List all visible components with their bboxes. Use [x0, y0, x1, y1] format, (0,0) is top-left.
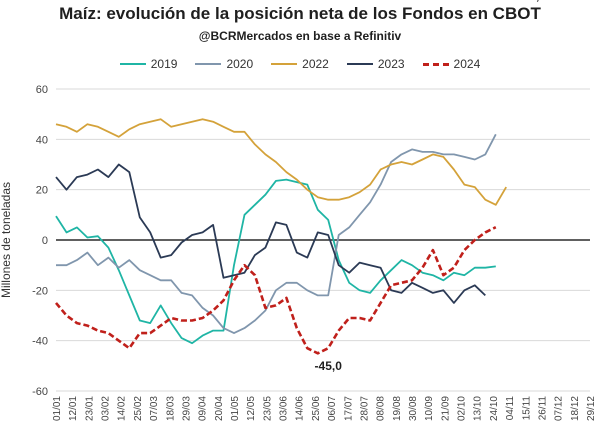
x-tick-label: 18/12 — [570, 396, 581, 421]
series-line-2020 — [56, 133, 497, 335]
y-tick-label: 60 — [36, 84, 48, 96]
legend-swatch-2019 — [119, 63, 146, 65]
legend-label-2022: 2022 — [302, 57, 329, 71]
data-label-2024: -45,0 — [315, 359, 343, 373]
series-line-2022 — [55, 118, 507, 206]
x-tick-label: 25/06 — [311, 396, 322, 421]
x-tick-label: 24/10 — [489, 396, 500, 421]
x-tick-label: 09/04 — [198, 396, 209, 421]
series-line-2024 — [55, 226, 497, 355]
x-tick-label: 19/08 — [392, 396, 403, 421]
x-tick-label: 10/09 — [424, 396, 435, 421]
data-label-2024: 5,1 — [529, 0, 546, 3]
x-tick-label: 29/12 — [586, 396, 597, 421]
x-tick-label: 30/08 — [408, 396, 419, 421]
x-tick-label: 23/01 — [84, 396, 95, 421]
chart-subtitle: @BCRMercados en base a Refinitiv — [198, 29, 402, 43]
series-line-2019 — [55, 178, 496, 345]
x-tick-label: 04/11 — [505, 396, 516, 421]
legend-item-2024: 2024 — [422, 57, 481, 71]
x-tick-label: 07/12 — [554, 396, 565, 421]
legend-label-2020: 2020 — [226, 57, 254, 71]
chart-title: Maíz: evolución de la posición neta de l… — [59, 4, 541, 23]
y-tick-label: -60 — [32, 386, 48, 398]
x-tick-label: 15/11 — [521, 396, 532, 421]
x-tick-label: 01/05 — [230, 396, 241, 421]
x-tick-label: 08/08 — [376, 396, 387, 421]
series-line-2023 — [55, 163, 486, 304]
x-tick-label: 21/09 — [440, 396, 451, 421]
legend-item-2020: 2020 — [195, 57, 253, 71]
x-tick-label: 01/01 — [52, 396, 63, 421]
x-tick-label: 18/03 — [165, 396, 176, 421]
y-tick-label: 40 — [36, 134, 48, 146]
x-tick-label: 26/11 — [537, 396, 548, 421]
legend-swatch-2024 — [422, 62, 449, 66]
y-tick-label: -20 — [32, 285, 48, 297]
x-tick-label: 06/07 — [327, 396, 338, 421]
x-tick-label: 03/02 — [101, 396, 112, 421]
legend: 2019 2020 2022 2023 2024 — [0, 57, 600, 71]
x-tick-label: 12/05 — [246, 396, 257, 421]
x-tick-label: 13/10 — [473, 396, 484, 421]
x-tick-label: 07/03 — [149, 396, 160, 421]
legend-item-2023: 2023 — [346, 57, 405, 71]
x-tick-label: 23/05 — [262, 396, 273, 421]
x-tick-label: 29/03 — [181, 396, 192, 421]
legend-swatch-2020 — [195, 63, 222, 65]
legend-label-2023: 2023 — [377, 57, 405, 71]
x-tick-label: 17/07 — [343, 396, 354, 421]
y-tick-label: 20 — [36, 185, 48, 197]
x-tick-label: 14/02 — [117, 396, 128, 421]
legend-item-2022: 2022 — [271, 57, 329, 71]
y-tick-label: 0 — [42, 235, 48, 247]
y-tick-label: -40 — [32, 336, 48, 348]
legend-label-2024: 2024 — [453, 57, 481, 71]
x-tick-label: 25/02 — [133, 396, 144, 421]
x-tick-label: 02/10 — [457, 396, 468, 421]
x-tick-label: 20/04 — [214, 396, 225, 421]
x-tick-label: 03/06 — [279, 396, 290, 421]
x-tick-label: 28/07 — [359, 396, 370, 421]
legend-swatch-2023 — [346, 63, 373, 65]
legend-item-2019: 2019 — [119, 57, 178, 71]
legend-swatch-2022 — [271, 63, 298, 65]
x-tick-label: 12/01 — [68, 396, 79, 421]
x-tick-label: 14/06 — [295, 396, 306, 421]
legend-label-2019: 2019 — [150, 57, 178, 71]
